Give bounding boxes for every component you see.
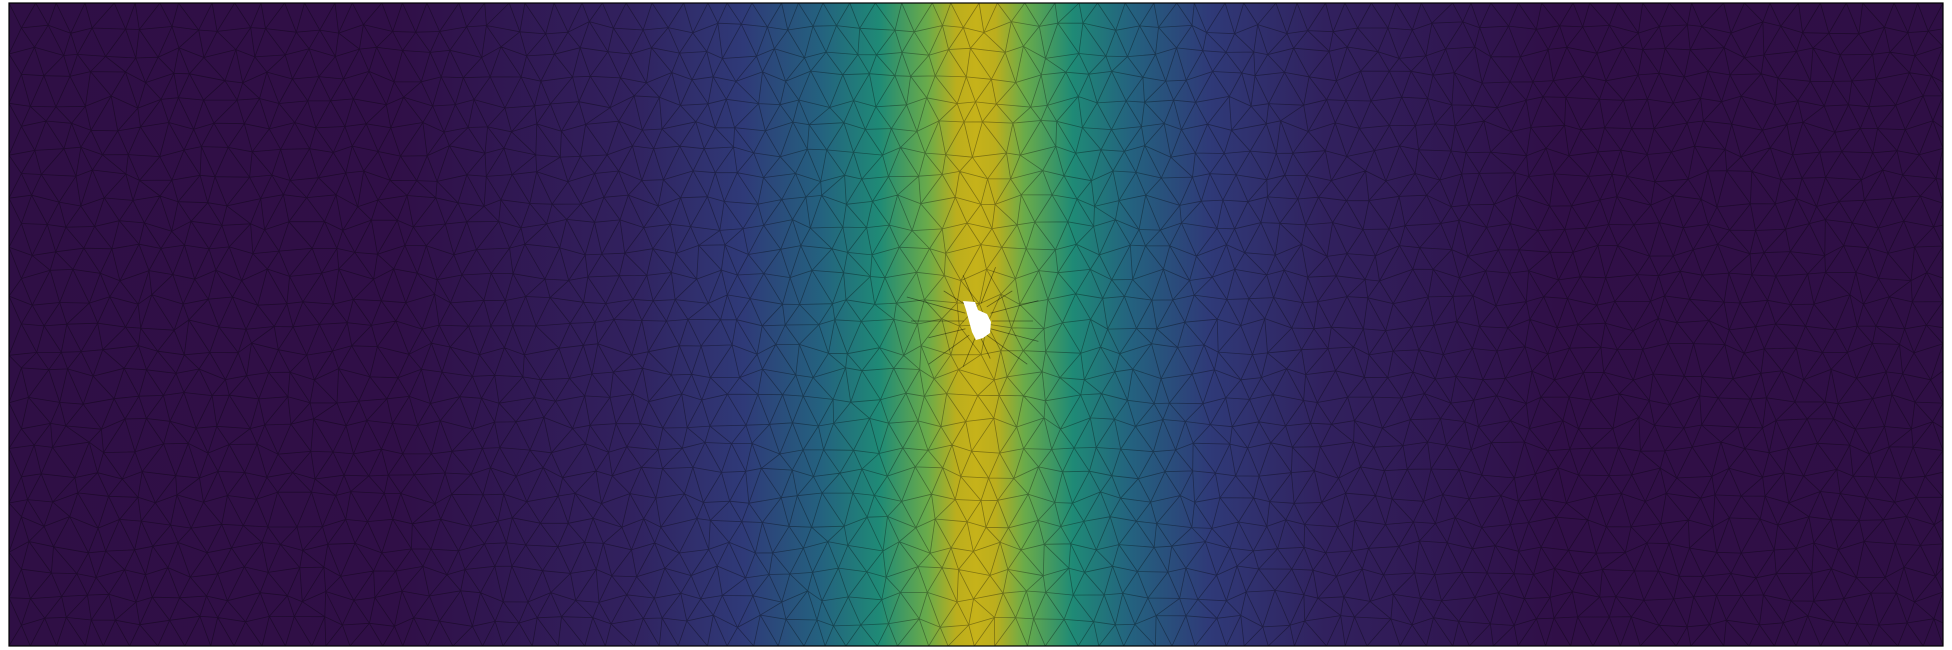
hole-spoke-edge bbox=[986, 290, 1013, 308]
mesh-edges bbox=[8, 2, 1944, 647]
center-hole bbox=[963, 301, 991, 340]
hole-spoke-edge bbox=[990, 328, 1039, 342]
hole-spoke-edge bbox=[928, 334, 970, 365]
hole-spoke-edge bbox=[962, 275, 976, 304]
hole-spoke-edge bbox=[986, 334, 1028, 365]
hole-spoke-edge bbox=[990, 300, 1039, 314]
hole-spoke-edge bbox=[906, 296, 966, 314]
mesh-edge-path bbox=[8, 2, 1944, 647]
hole-spoke-edge bbox=[928, 328, 966, 339]
hole-spoke-edge bbox=[980, 338, 991, 359]
hole-spoke-edge bbox=[980, 266, 996, 304]
hole-spoke-edge bbox=[962, 338, 976, 367]
